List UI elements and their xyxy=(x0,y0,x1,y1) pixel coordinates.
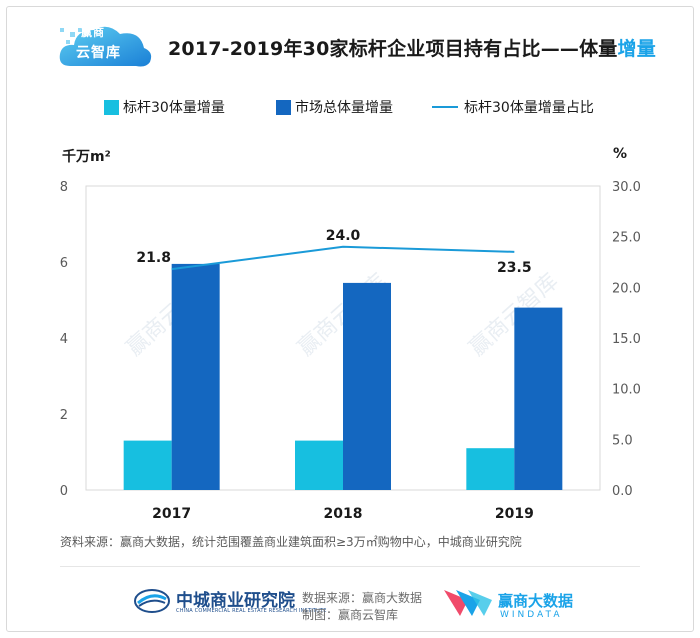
y-right-unit: % xyxy=(613,146,628,162)
y-right-tick-label: 30.0 xyxy=(612,180,641,195)
legend-label-ratio: 标杆30体量增量占比 xyxy=(464,100,594,116)
footer-divider xyxy=(60,566,640,567)
y-left-tick-label: 0 xyxy=(60,484,68,499)
source-note: 资料来源：赢商大数据，统计范围覆盖商业建筑面积≥3万㎡购物中心，中城商业研究院 xyxy=(60,535,522,549)
chart-title-main: 2017-2019年30家标杆企业项目持有占比——体量 xyxy=(168,38,618,60)
y-right-tick-label: 0.0 xyxy=(612,484,633,499)
line-data-label: 21.8 xyxy=(136,250,171,266)
windata-brand: 赢商大数据 xyxy=(498,592,574,610)
legend-swatch-bench xyxy=(104,99,119,115)
y-right-tick-label: 10.0 xyxy=(612,383,641,398)
bar-bench xyxy=(295,440,343,490)
chart-title-highlight: 增量 xyxy=(617,38,656,60)
cloud-logo-icon xyxy=(59,20,152,67)
y-left-tick-label: 6 xyxy=(60,256,68,271)
institute-logo-icon xyxy=(134,589,170,613)
legend-item-market: 市场总体量增量 xyxy=(276,97,393,117)
line-ratio xyxy=(171,245,515,271)
y-left-tick-label: 4 xyxy=(60,332,68,347)
bar-market xyxy=(343,282,391,490)
y-left-tick-label: 2 xyxy=(60,408,68,423)
legend-swatch-ratio xyxy=(432,106,458,108)
chart-title: 2017-2019年30家标杆企业项目持有占比——体量增量 xyxy=(168,34,656,61)
logo-text-bottom: 云智库 xyxy=(76,45,121,61)
y-right-tick-label: 15.0 xyxy=(612,332,641,347)
y-right-tick-label: 5.0 xyxy=(612,433,633,448)
legend-label-bench: 标杆30体量增量 xyxy=(123,100,225,116)
windata-logo-icon xyxy=(444,590,492,616)
institute-name: 中城商业研究院 xyxy=(176,591,295,611)
x-tick-label: 2018 xyxy=(324,506,363,522)
institute-name-en: CHINA COMMERCIAL REAL ESTATE RESEARCH IN… xyxy=(176,608,327,614)
footer-data-source: 数据来源：赢商大数据 xyxy=(302,591,423,605)
legend-item-ratio: 标杆30体量增量占比 xyxy=(432,97,594,117)
legend-item-bench: 标杆30体量增量 xyxy=(104,97,225,117)
bar-market xyxy=(514,307,563,490)
legend-label-market: 市场总体量增量 xyxy=(295,100,393,116)
windata-brand-en: WINDATA xyxy=(500,610,563,620)
x-tick-label: 2017 xyxy=(152,506,191,522)
bar-market xyxy=(171,263,220,490)
line-data-label: 24.0 xyxy=(326,228,361,244)
bar-bench xyxy=(123,440,172,490)
y-right-tick-label: 20.0 xyxy=(612,281,641,296)
legend: 标杆30体量增量 市场总体量增量 标杆30体量增量占比 xyxy=(0,97,700,121)
line-data-label: 23.5 xyxy=(497,260,532,276)
y-left-unit: 千万m² xyxy=(62,149,111,165)
footer-made-by: 制图：赢商云智库 xyxy=(302,608,399,622)
y-right-tick-label: 25.0 xyxy=(612,231,641,246)
y-left-tick-label: 8 xyxy=(60,180,68,195)
legend-swatch-market xyxy=(276,99,291,115)
x-tick-label: 2019 xyxy=(495,506,534,522)
logo-text-top: 赢商 xyxy=(81,26,105,39)
bar-bench xyxy=(466,448,515,490)
